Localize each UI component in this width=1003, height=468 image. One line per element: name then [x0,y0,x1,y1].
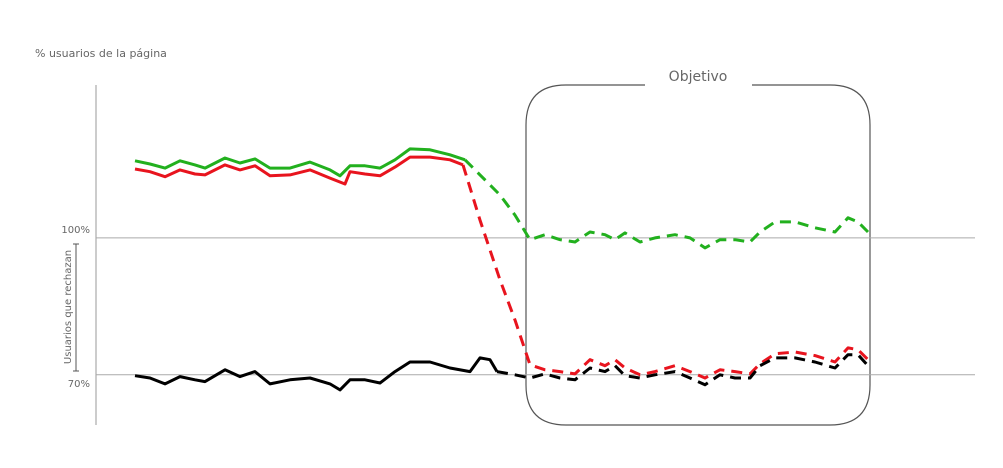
y-axis-label: Usuarios que rechazan [63,250,74,364]
target-label: Objetivo [669,69,728,85]
y-tick-label: 70% [68,379,90,390]
line [463,158,870,250]
chart-title: % usuarios de la página [35,47,167,60]
y-tick-label: 100% [61,225,90,236]
target-box [525,84,871,426]
line [134,155,464,186]
bracket [73,243,79,372]
line [461,164,870,380]
line [134,147,466,178]
line [496,353,870,387]
line [134,356,499,392]
